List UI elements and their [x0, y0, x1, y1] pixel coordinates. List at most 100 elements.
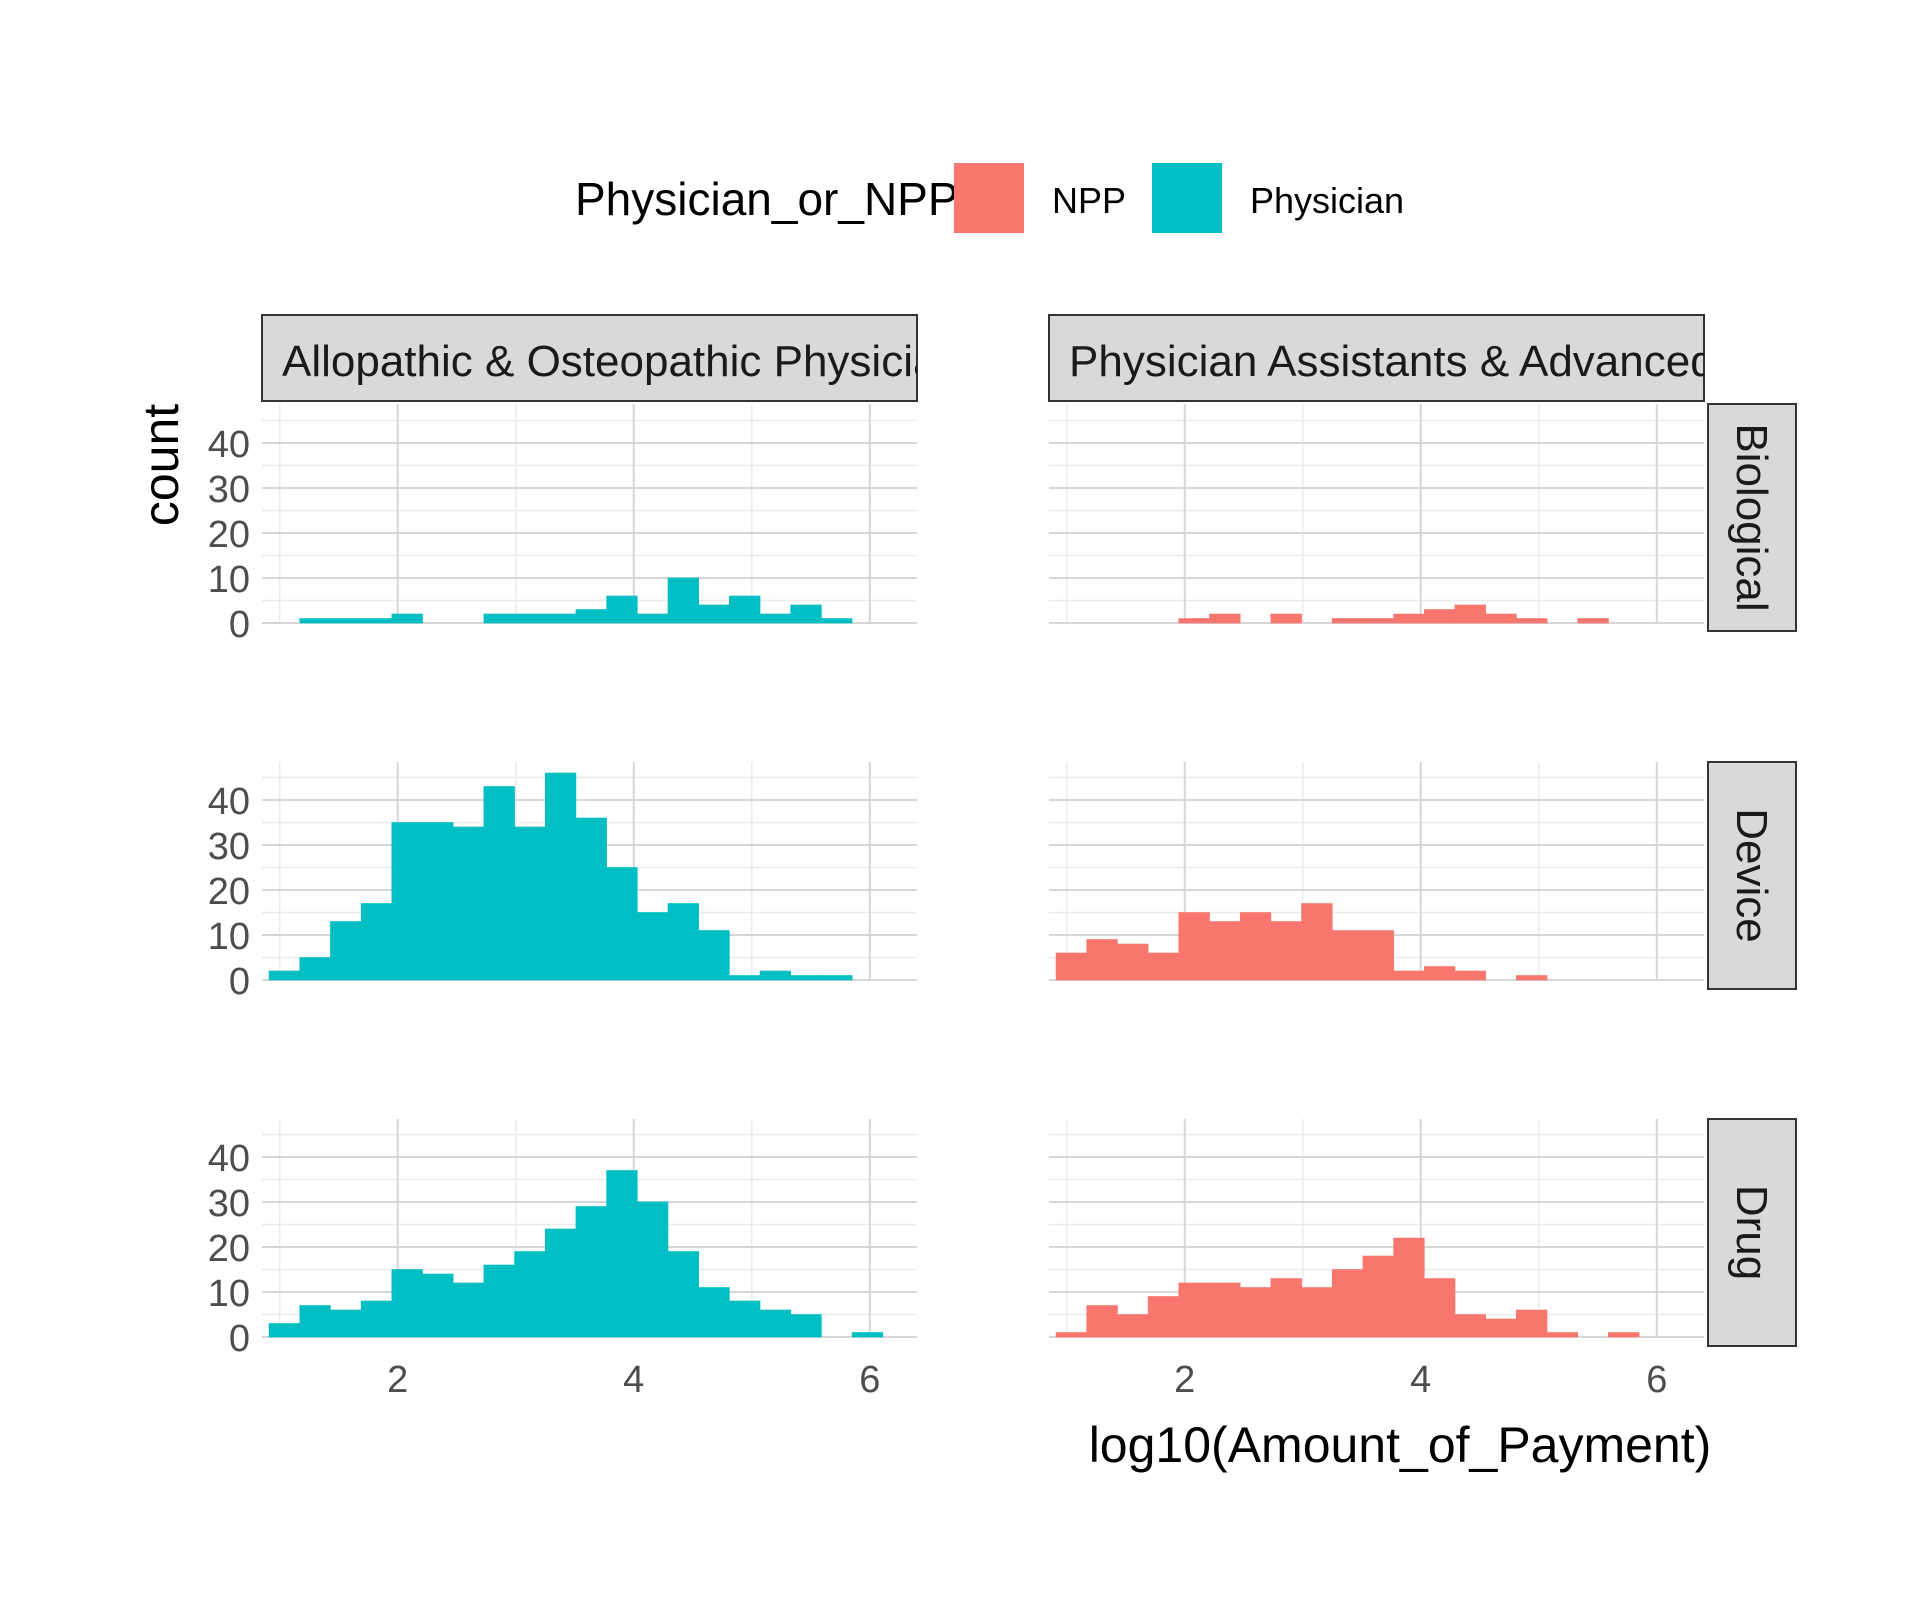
- histogram-bar: [1485, 1318, 1517, 1338]
- legend-label-npp: NPP: [1052, 180, 1126, 221]
- y-tick-label: 10: [208, 1273, 250, 1315]
- histogram-bar: [1516, 618, 1548, 624]
- histogram-bar: [1178, 1282, 1210, 1338]
- histogram-bar: [1454, 604, 1486, 624]
- histogram-bar: [1178, 912, 1210, 981]
- histogram-bar: [1423, 609, 1456, 624]
- y-tick-label: 0: [229, 604, 250, 646]
- histogram-bar: [483, 1264, 515, 1338]
- histogram-bar: [729, 1300, 761, 1338]
- y-tick-label: 0: [229, 1318, 250, 1360]
- histogram-bar: [1516, 975, 1548, 981]
- histogram-bar: [330, 618, 362, 624]
- histogram-bar: [1086, 939, 1118, 981]
- histogram-bar: [391, 613, 423, 624]
- histogram-bar: [729, 595, 761, 624]
- histogram-bar: [1270, 1278, 1302, 1338]
- histogram-bar: [698, 930, 730, 981]
- legend-title: Physician_or_NPP: [575, 173, 959, 225]
- panel-r0-c1: [1049, 404, 1704, 624]
- histogram-bar: [544, 1228, 577, 1338]
- histogram-bar: [575, 817, 607, 981]
- histogram-bar: [1117, 1314, 1149, 1338]
- histogram-bar: [514, 1251, 546, 1338]
- row-strip-0: Biological: [1707, 403, 1797, 632]
- histogram-bar: [1055, 952, 1088, 981]
- y-tick-label: 40: [208, 424, 250, 466]
- histogram-bar: [360, 1300, 393, 1338]
- row-strip-label: Device: [1727, 808, 1776, 943]
- histogram-bar: [636, 1201, 669, 1338]
- histogram-bar: [452, 1282, 485, 1338]
- histogram-bar: [1362, 1255, 1394, 1338]
- y-tick-label: 10: [208, 559, 250, 601]
- row-strip-box: [1707, 1118, 1797, 1347]
- histogram-bar: [299, 1305, 331, 1338]
- panel-r2-c1: 2 4 6: [1049, 1119, 1704, 1401]
- histogram-bar: [575, 1206, 607, 1338]
- histogram-bar: [606, 1170, 638, 1338]
- y-tick-label: 0: [229, 961, 250, 1003]
- column-strip-1: Physician Assistants & Advanced: [1048, 314, 1715, 402]
- histogram-bar: [1239, 912, 1272, 981]
- histogram-bar: [1331, 1269, 1364, 1338]
- histogram-bar: [851, 1332, 884, 1338]
- histogram-bar: [544, 772, 577, 981]
- histogram-bar: [391, 822, 423, 981]
- histogram-bar: [1393, 613, 1425, 624]
- histogram-bar: [1423, 966, 1456, 981]
- histogram-bar: [1209, 921, 1241, 981]
- histogram-bar: [1301, 1287, 1333, 1338]
- histogram-bar: [1393, 1237, 1425, 1338]
- panel-r1-c1: [1049, 762, 1704, 981]
- histogram-bar: [1454, 970, 1486, 981]
- legend-key-npp: [954, 163, 1024, 233]
- histogram-bar: [452, 826, 485, 981]
- histogram-bar: [1485, 613, 1517, 624]
- x-tick-label: 2: [387, 1359, 408, 1401]
- histogram-bar: [1117, 943, 1149, 981]
- histogram-bar: [1608, 1332, 1640, 1338]
- histogram-bar: [1209, 1282, 1241, 1338]
- histogram-bar: [790, 604, 822, 624]
- histogram-bar: [1301, 903, 1333, 981]
- row-strip-label: Drug: [1727, 1185, 1776, 1280]
- column-strip-label: Physician Assistants & Advanced: [1069, 337, 1715, 386]
- histogram-bar: [422, 1273, 454, 1338]
- histogram-bar: [268, 970, 301, 981]
- histogram-bar: [636, 613, 669, 624]
- histogram-bar: [299, 618, 331, 624]
- x-axis-title: log10(Amount_of_Payment): [1089, 1417, 1712, 1473]
- histogram-bar: [360, 903, 393, 981]
- row-strip-label: Biological: [1727, 423, 1776, 611]
- column-strip-box: [1048, 314, 1705, 402]
- histogram-bar: [1270, 921, 1302, 981]
- histogram-bar: [821, 618, 853, 624]
- x-tick-label: 4: [1410, 1359, 1431, 1401]
- histogram-bar: [698, 1287, 730, 1338]
- histogram-bar: [606, 595, 638, 624]
- y-tick-label: 20: [208, 871, 250, 913]
- y-tick-label: 40: [208, 781, 250, 823]
- histogram-bar: [667, 1251, 699, 1338]
- histogram-bar: [1270, 613, 1302, 624]
- legend-label-physician: Physician: [1250, 180, 1404, 221]
- legend-key-physician: [1152, 163, 1222, 233]
- histogram-bar: [759, 1309, 792, 1338]
- histogram-bar: [1209, 613, 1241, 624]
- histogram-bar: [1362, 930, 1394, 981]
- histogram-bar: [1055, 1332, 1088, 1338]
- histogram-bar: [1454, 1314, 1486, 1338]
- x-tick-label: 6: [1646, 1359, 1667, 1401]
- histogram-bar: [1546, 1332, 1579, 1338]
- histogram-bar: [360, 618, 393, 624]
- histogram-bar: [790, 1314, 822, 1338]
- histogram-bar: [1423, 1278, 1456, 1338]
- histogram-bar: [1239, 1287, 1272, 1338]
- y-tick-label: 30: [208, 826, 250, 868]
- histogram-bar: [1393, 970, 1425, 981]
- row-strip-2: Drug: [1707, 1118, 1797, 1347]
- column-strip-label: Allopathic & Osteopathic Physicia: [282, 337, 938, 386]
- histogram-bar: [483, 613, 515, 624]
